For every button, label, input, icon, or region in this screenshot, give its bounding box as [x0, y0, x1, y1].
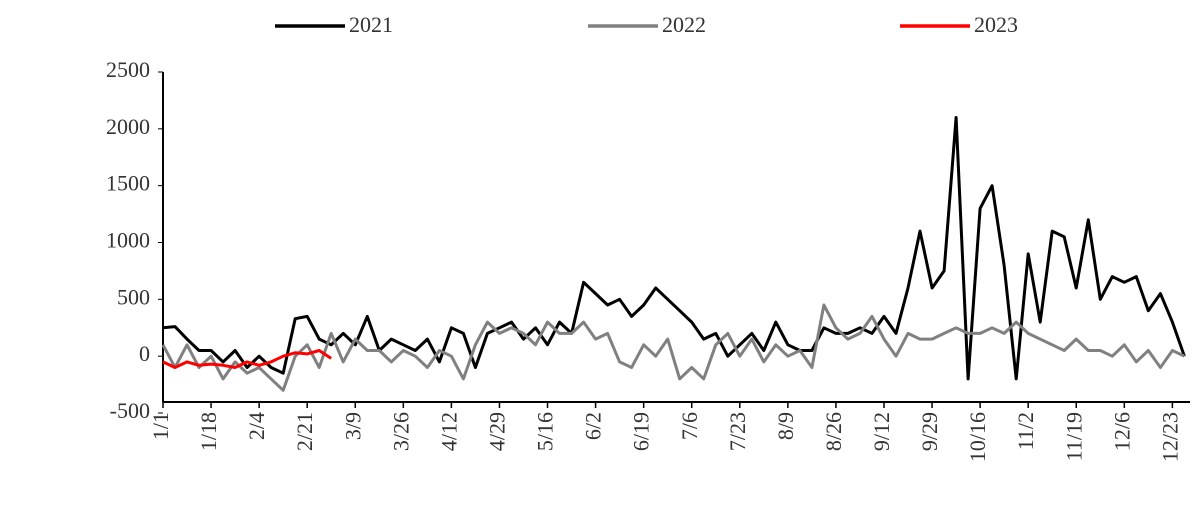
y-tick-label: 2000: [106, 114, 150, 139]
x-tick-label: 4/12: [436, 412, 461, 451]
x-tick-label: 10/16: [965, 412, 990, 462]
series-line: [162, 349, 333, 369]
y-tick-label: 1500: [106, 171, 150, 196]
x-tick-label: 6/2: [581, 412, 606, 440]
x-tick-label: 2/4: [244, 412, 269, 440]
series-line: [161, 303, 1186, 392]
y-tick-label: 500: [117, 284, 150, 309]
x-tick-label: 9/29: [917, 412, 942, 451]
x-tick-label: 2/21: [292, 412, 317, 451]
series-line: [162, 116, 1186, 381]
x-tick-label: 5/16: [533, 412, 558, 451]
x-tick-label: 12/23: [1157, 412, 1182, 462]
x-tick-label: 1/1: [148, 412, 173, 440]
x-tick-label: 7/6: [677, 412, 702, 440]
legend-label: 2021: [349, 12, 393, 37]
x-tick-label: 8/26: [821, 412, 846, 451]
y-tick-label: 1000: [106, 228, 150, 253]
x-tick-label: 9/12: [869, 412, 894, 451]
x-tick-label: 11/2: [1013, 412, 1038, 450]
x-tick-label: 7/23: [725, 412, 750, 451]
y-tick-label: 2500: [106, 57, 150, 82]
legend-label: 2023: [974, 12, 1018, 37]
x-tick-label: 4/29: [485, 412, 510, 451]
x-tick-label: 3/9: [340, 412, 365, 440]
y-tick-label: -500: [110, 398, 150, 423]
x-tick-label: 3/26: [388, 412, 413, 451]
x-tick-label: 11/19: [1061, 412, 1086, 461]
x-tick-label: 8/9: [773, 412, 798, 440]
x-tick-label: 12/6: [1109, 412, 1134, 451]
y-tick-label: 0: [139, 341, 150, 366]
x-tick-label: 6/19: [629, 412, 654, 451]
x-tick-label: 1/18: [196, 412, 221, 451]
legend-label: 2022: [662, 12, 706, 37]
